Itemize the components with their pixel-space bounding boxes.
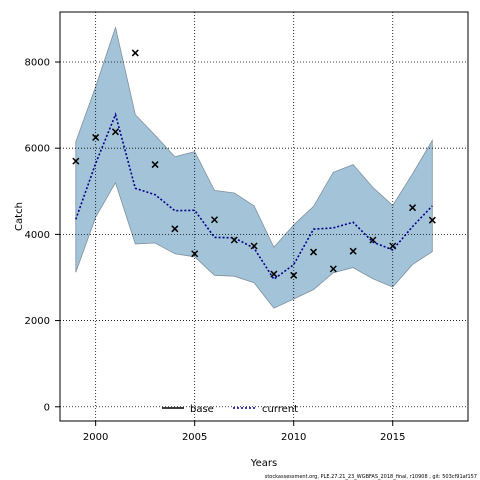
observed-point bbox=[151, 161, 159, 169]
observed-point bbox=[409, 204, 417, 212]
y-axis-title: Catch bbox=[14, 202, 25, 231]
observed-point bbox=[72, 157, 80, 165]
confidence-band bbox=[75, 26, 433, 309]
legend: base current bbox=[162, 404, 298, 415]
x-tick-label: 2010 bbox=[281, 432, 306, 443]
x-tick-label: 2015 bbox=[380, 432, 405, 443]
series-line-current bbox=[75, 112, 433, 281]
observed-point bbox=[250, 242, 258, 250]
x-tick-label: 2000 bbox=[83, 432, 108, 443]
axis-ticks-layer: 2000 2005 2010 2015 0 2000 4000 6000 8000 bbox=[25, 57, 406, 443]
y-tick-label: 8000 bbox=[25, 57, 50, 68]
y-tick-label: 0 bbox=[44, 402, 50, 413]
observed-point bbox=[349, 247, 357, 255]
observed-point bbox=[369, 236, 377, 244]
observed-point bbox=[111, 128, 119, 136]
x-axis-title: Years bbox=[250, 458, 277, 469]
legend-base-label: base bbox=[190, 404, 214, 415]
observed-point bbox=[389, 242, 397, 250]
observed-point bbox=[171, 225, 179, 233]
observed-point bbox=[92, 133, 100, 141]
series-line-layer bbox=[75, 112, 433, 281]
plot-frame bbox=[59, 11, 469, 422]
grid-layer bbox=[60, 12, 468, 421]
observed-points-layer bbox=[72, 49, 436, 279]
legend-current-label: current bbox=[262, 404, 298, 415]
y-tick-label: 4000 bbox=[25, 230, 50, 241]
observed-point bbox=[290, 271, 298, 279]
footer-note: stockassessment.org, PLE.27.21_23_WGBFAS… bbox=[265, 474, 477, 480]
y-tick-label: 6000 bbox=[25, 144, 50, 155]
observed-point bbox=[428, 216, 436, 224]
observed-point bbox=[131, 49, 139, 57]
x-tick-label: 2005 bbox=[182, 432, 207, 443]
observed-point bbox=[191, 250, 199, 258]
observed-point bbox=[329, 265, 337, 273]
observed-point bbox=[309, 248, 318, 256]
observed-point bbox=[210, 216, 219, 224]
y-tick-label: 2000 bbox=[25, 316, 50, 327]
confidence-band-layer bbox=[75, 26, 433, 309]
observed-point bbox=[230, 236, 238, 244]
observed-point bbox=[270, 270, 278, 278]
